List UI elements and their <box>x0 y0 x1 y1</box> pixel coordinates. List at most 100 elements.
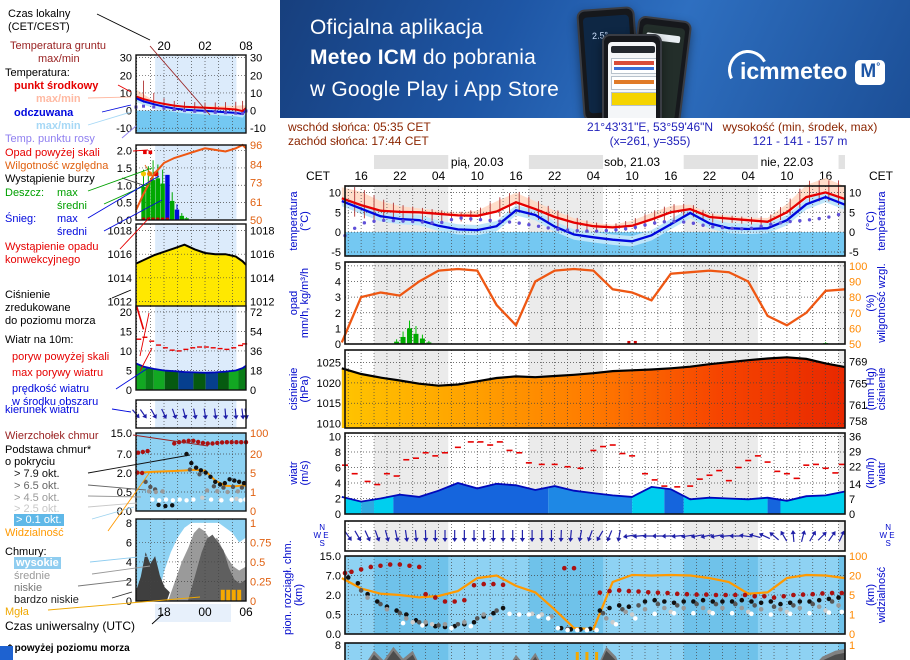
tick-label: 10 <box>471 169 485 183</box>
tick-label: 0.75 <box>250 537 271 549</box>
legend-label-19: Wystąpienie opadu <box>5 241 99 253</box>
tick-label: 0.5 <box>326 610 341 622</box>
mini-pressure: 1018 1016 1014 1012 1018 1016 1014 1012 <box>108 223 274 311</box>
legend-label-0: Czas lokalny <box>8 8 71 20</box>
tick-label: 04 <box>587 169 601 183</box>
legend-label-41: średnie <box>14 570 51 582</box>
forecast-area: Oficjalna aplikacja Meteo ICM do pobrani… <box>280 0 910 660</box>
tick-label: 2 <box>335 493 341 505</box>
panel-wind: 10 8 6 4 2 0 36 29 22 14 7 0 <box>329 431 862 521</box>
tick-label: -10 <box>116 123 132 135</box>
tick-label: 2 <box>126 576 132 588</box>
tick-label: nie, 22.03 <box>761 155 814 169</box>
legend-label-32: o pokryciu <box>5 456 56 468</box>
banner-line-2: Meteo ICM do pobrania <box>310 46 536 70</box>
tick-label: 00 <box>198 605 212 619</box>
legend-label-30: Wierzchołek chmur <box>5 430 99 442</box>
tick-label: 20 <box>120 70 132 82</box>
legend-label-28: w środku obszaru <box>12 396 99 408</box>
tick-label: 0.5 <box>117 487 132 499</box>
logo-text: icmmeteo <box>740 58 848 84</box>
tick-label: 1.0 <box>117 180 132 192</box>
tick-label: 1 <box>335 323 341 335</box>
legend-label-35: > 4.5 okt. <box>14 492 60 504</box>
tick-label: 22 <box>393 169 407 183</box>
tick-label: 0.25 <box>250 576 271 588</box>
tick-label: 22 <box>548 169 562 183</box>
mini-cloud-layers: 8 6 4 2 0 1 0.75 0.5 0.25 0 <box>126 518 272 608</box>
tick-label: 1018 <box>108 226 132 238</box>
tick-label: 80 <box>849 292 861 304</box>
grid-point-text: (x=261, y=355) <box>609 134 691 148</box>
tick-label: 5 <box>849 590 855 602</box>
app-promo-banner[interactable]: Oficjalna aplikacja Meteo ICM do pobrani… <box>280 0 910 118</box>
tick-label: 2.0 <box>117 146 132 158</box>
tick-label: 16 <box>509 169 523 183</box>
tick-label: 10 <box>780 169 794 183</box>
tick-label: 15 <box>120 326 132 338</box>
tick-label: 7.0 <box>326 571 341 583</box>
legend-label-20: konwekcyjnego <box>5 254 81 266</box>
tick-label: 73 <box>250 178 262 190</box>
tick-label: 8 <box>335 640 341 652</box>
tick-label: 10 <box>625 169 639 183</box>
tick-label: 22 <box>849 462 861 474</box>
legend-label-40: wysokie <box>14 557 61 569</box>
tick-label: 5 <box>335 207 341 219</box>
legend-label-13: Deszcz: <box>5 187 45 199</box>
tick-label: 769 <box>849 357 867 369</box>
tick-label: 15.0 <box>320 551 341 563</box>
tick-label: 20 <box>250 70 262 82</box>
tick-label: CET <box>306 169 331 183</box>
tick-label: 0.5 <box>250 557 265 569</box>
tick-label: 06 <box>239 605 253 619</box>
legend-label-29: kierunek wiatru <box>5 404 79 416</box>
panel-temperature: 10 5 0 -5 10 5 0 -5 <box>329 178 861 259</box>
tick-label: 96 <box>250 140 262 152</box>
tick-label: 30 <box>250 53 262 65</box>
axis-title-right-4: (km) widzialność <box>865 566 888 624</box>
tick-label: 10 <box>250 88 262 100</box>
tick-label: 1010 <box>317 419 341 431</box>
tick-label: 2.0 <box>326 590 341 602</box>
tick-label: 0 <box>126 106 132 118</box>
tick-label: 7.0 <box>117 449 132 461</box>
tick-label: 100 <box>849 261 867 273</box>
tick-label: 29 <box>849 447 861 459</box>
tick-label: 36 <box>849 431 861 443</box>
legend-label-8: max/min <box>36 120 81 132</box>
corner-decoration <box>0 646 13 660</box>
phone-mockup-center <box>602 34 662 118</box>
legend-label-9: Temp. punktu rosy <box>5 133 95 145</box>
tick-label: 0 <box>849 629 855 641</box>
legend-footnote: * powyżej poziomu morza <box>8 643 130 654</box>
legend-label-15: średni <box>57 200 87 212</box>
legend-label-14: max <box>57 187 78 199</box>
tick-label: 3 <box>335 292 341 304</box>
legend-label-33: > 7.9 okt. <box>14 468 60 480</box>
tick-label: 4 <box>335 478 341 490</box>
tick-label: 0 <box>250 106 256 118</box>
tick-label: -5 <box>849 247 859 259</box>
tick-label: 0.0 <box>326 629 341 641</box>
legend-label-11: Wilgotność względna <box>5 160 109 172</box>
sunset-text: zachód słońca: 17:44 CET <box>288 134 429 148</box>
tick-label: 22 <box>703 169 717 183</box>
axis-title-right-1: (%) wilgotność wzgl. <box>865 263 888 343</box>
legend-label-25: poryw powyżej skali <box>12 351 110 363</box>
tick-label: 100 <box>250 428 268 440</box>
tick-label: 7 <box>849 494 855 506</box>
tick-label: 6 <box>126 537 132 549</box>
legend-label-26: max porywy wiatru <box>12 367 104 379</box>
axis-title-right-3: (km/h) wiatr <box>865 457 888 489</box>
tick-label: 0 <box>335 509 341 521</box>
tick-label: -10 <box>250 123 266 135</box>
tick-label: 761 <box>849 400 867 412</box>
tick-label: 10 <box>329 187 341 199</box>
tick-label: 84 <box>250 160 262 172</box>
panel-wind-direction <box>344 520 846 552</box>
